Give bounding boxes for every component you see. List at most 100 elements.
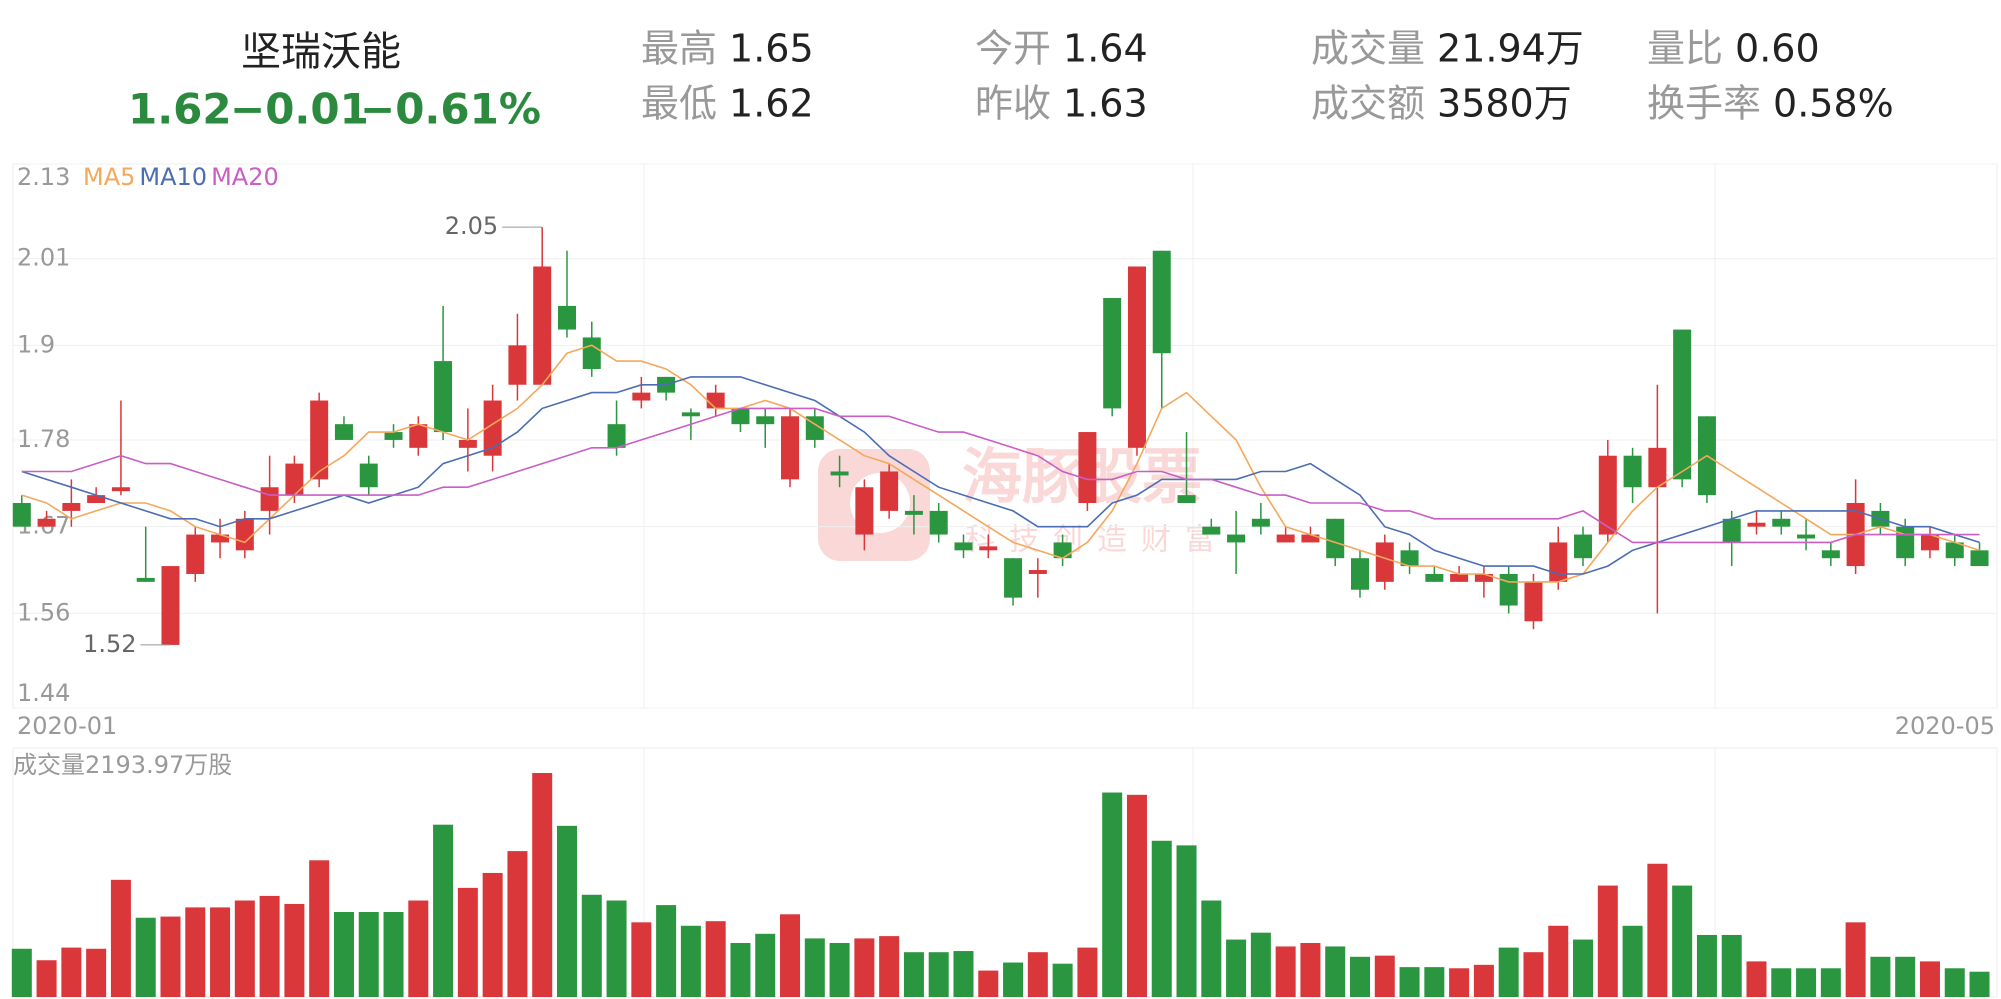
volume-bar (1201, 900, 1222, 997)
volume-bar (879, 936, 900, 997)
candle-body (1920, 534, 1939, 551)
volume-bar (284, 903, 305, 997)
candle-body (1400, 550, 1419, 567)
candle-body (1202, 526, 1221, 535)
volume-bar (755, 933, 776, 997)
candle-body (1747, 522, 1766, 527)
candle-body (582, 337, 601, 369)
volume-bar (408, 900, 429, 997)
candle-body (136, 577, 155, 582)
volume-bar (1573, 939, 1594, 997)
volume-bar (160, 916, 181, 997)
candle-body (954, 542, 973, 551)
volume-bar (482, 872, 503, 997)
volume-bar (780, 914, 801, 997)
volume-bar (1126, 794, 1147, 997)
volume-bar (1102, 792, 1123, 997)
y-tick-label: 1.56 (17, 598, 70, 626)
volume-bar (1003, 962, 1024, 997)
candle-body (681, 412, 700, 417)
candle-body (904, 510, 923, 515)
volume-bar (730, 943, 751, 997)
candle-body (1821, 550, 1840, 559)
candle-body (781, 416, 800, 480)
volume-bar (259, 895, 280, 997)
volume-bar (1027, 952, 1048, 997)
volume-bar (1300, 943, 1321, 997)
candle-body (508, 345, 527, 385)
stat-value: 0.60 (1735, 27, 1820, 71)
candle-body (1797, 534, 1816, 539)
volume-bar (1845, 922, 1866, 997)
candle-body (111, 487, 130, 492)
candle-body (929, 510, 948, 535)
volume-bar (532, 773, 553, 997)
stat-label: 最低 (641, 82, 717, 126)
volume-bar (1672, 885, 1693, 997)
volume-bar (1349, 956, 1370, 997)
volume-bar (1820, 968, 1841, 997)
volume-bar (1325, 946, 1346, 997)
y-tick-label: 1.44 (17, 679, 70, 707)
volume-bar (854, 938, 875, 997)
candle-body (1053, 542, 1072, 559)
y-tick-label: 1.78 (17, 425, 70, 453)
candle-body (1326, 518, 1345, 559)
volume-bar (1399, 967, 1420, 997)
volume-bar (1647, 863, 1668, 997)
candle-body (1648, 447, 1667, 488)
candle-body (880, 471, 899, 511)
volume-bar (556, 825, 577, 997)
candle-body (830, 471, 849, 476)
stat-label: 成交额 (1311, 82, 1425, 126)
volume-bar (1622, 925, 1643, 997)
volume-bar (1226, 939, 1247, 997)
candle-body (285, 463, 304, 496)
volume-bar (1449, 968, 1470, 997)
volume-bar (185, 907, 206, 997)
volume-bar (705, 921, 726, 997)
ma-line (21, 407, 1980, 544)
stat-label: 换手率 (1647, 82, 1761, 126)
ma-line (21, 344, 1980, 583)
candle-body (310, 400, 329, 480)
candle-body (359, 463, 378, 488)
candle-body (1598, 455, 1617, 535)
volume-bar (953, 951, 974, 997)
volume-bar (606, 900, 627, 997)
candle-body (483, 400, 502, 456)
volume-bar (1176, 845, 1197, 997)
volume-bar (86, 948, 107, 997)
candle-body (211, 534, 230, 543)
candle-body (1350, 558, 1369, 590)
stat-label: 最高 (641, 27, 717, 71)
stat-label: 成交量 (1311, 27, 1425, 71)
x-tick-label: 2020-05 (1895, 712, 1995, 740)
candle-body (1127, 266, 1146, 448)
candle-body (1276, 534, 1295, 543)
candle-body (1549, 542, 1568, 582)
volume-bar (1523, 952, 1544, 997)
candle-body (235, 518, 254, 551)
volume-bar (234, 900, 255, 997)
high-label: 2.05 (445, 212, 498, 240)
volume-bar (1275, 946, 1296, 997)
volume-bar (903, 952, 924, 997)
volume-bar (1548, 925, 1569, 997)
candle-body (186, 534, 205, 574)
volume-bar (1151, 840, 1172, 997)
candle-body (334, 424, 353, 440)
candle-body (756, 416, 775, 425)
candle-body (533, 266, 552, 385)
candle-body (855, 487, 874, 535)
candle-body (37, 518, 56, 527)
candle-body (1227, 534, 1246, 543)
volume-bar (631, 922, 652, 997)
candle-body (409, 424, 428, 448)
candle-body (1673, 329, 1692, 480)
volume-bar (1895, 956, 1916, 997)
volume-bar (1696, 934, 1717, 997)
volume-bar (1870, 956, 1891, 997)
candle-body (1078, 432, 1097, 504)
candle-body (1450, 573, 1469, 582)
